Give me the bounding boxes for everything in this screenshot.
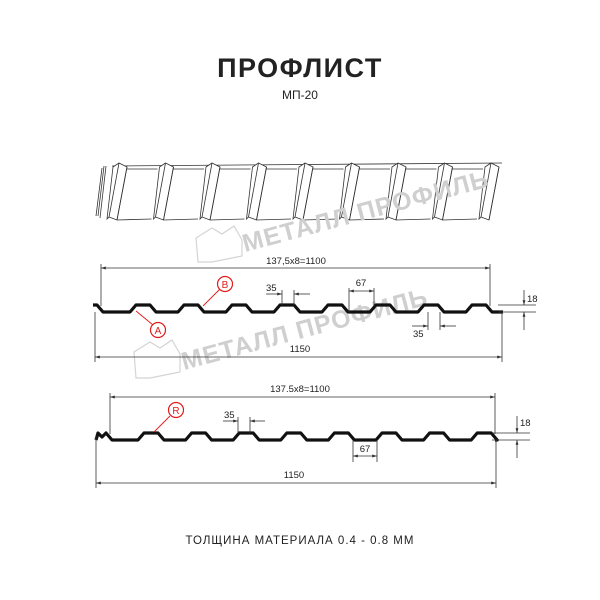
marker-r: R: [172, 406, 179, 417]
sheet-edge: [209, 166, 221, 221]
sheet-edge: [99, 165, 107, 219]
trough-width-label: 67: [356, 278, 367, 289]
bottom-width-label: 35: [413, 329, 424, 340]
marker-b: B: [222, 280, 229, 291]
sheet-edge: [97, 165, 105, 217]
sheet-edge: [201, 162, 213, 218]
watermark-logo-1: [195, 225, 243, 263]
profile-section-line: [94, 431, 499, 442]
height-label: 18: [520, 418, 531, 429]
sheet-edge: [434, 162, 445, 218]
watermark-text-1: МЕТАЛЛ ПРОФИЛЬ: [239, 165, 492, 258]
crest-width-label: 35: [266, 283, 277, 294]
sheet-edge: [294, 162, 306, 218]
sheet-edge: [442, 218, 478, 221]
sheet-edge: [116, 166, 128, 221]
sheet-edge: [163, 218, 199, 221]
sheet-edge: [256, 166, 267, 221]
total-width-label: 1150: [290, 344, 310, 355]
sheet-edge: [302, 218, 338, 221]
profile-section-line: [93, 303, 503, 314]
sheet-edge: [256, 218, 292, 221]
sheet-edge: [442, 166, 453, 221]
crest-width-label: 35: [224, 410, 235, 421]
sheet-edge: [248, 162, 259, 218]
sheet-edge: [480, 162, 492, 218]
sheet-edge: [302, 166, 314, 221]
height-label: 18: [527, 294, 538, 305]
sheet-edge: [116, 218, 152, 221]
sheet-edge: [155, 162, 166, 218]
marker-a: A: [155, 326, 162, 337]
watermark-logo-2: [133, 339, 181, 379]
sheet-edge: [387, 162, 399, 218]
page-title: ПРОФЛИСТ: [217, 53, 383, 83]
trough-width-label: 67: [360, 444, 371, 455]
watermark-text-2: МЕТАЛЛ ПРОФИЛЬ: [178, 283, 431, 376]
pitch-dimension-label: 137.5x8=1100: [270, 384, 330, 395]
page-subtitle: МП-20: [282, 88, 318, 102]
sheet-edge: [395, 218, 431, 221]
sheet-3d-view: [95, 162, 503, 221]
pitch-dimension-label: 137,5x8=1100: [266, 256, 326, 267]
material-thickness-note: ТОЛЩИНА МАТЕРИАЛА 0.4 - 0.8 ММ: [186, 535, 415, 547]
sheet-edge: [349, 166, 360, 221]
sheet-edge: [349, 218, 385, 221]
sheet-edge: [95, 167, 103, 217]
sheet-edge: [163, 166, 174, 221]
sheet-edge: [488, 166, 500, 221]
sheet-edge: [341, 162, 352, 218]
profile-diagram-bottom: 137.5x8=1100 1150 18 35 67 R: [94, 384, 531, 488]
sheet-edge: [209, 218, 245, 221]
profile-diagram-top: 137,5x8=1100 1150 18 35 67 35 A B: [93, 256, 538, 362]
sheet-edge: [395, 166, 407, 221]
total-width-label: 1150: [284, 470, 304, 481]
sheet-edge: [108, 162, 120, 218]
